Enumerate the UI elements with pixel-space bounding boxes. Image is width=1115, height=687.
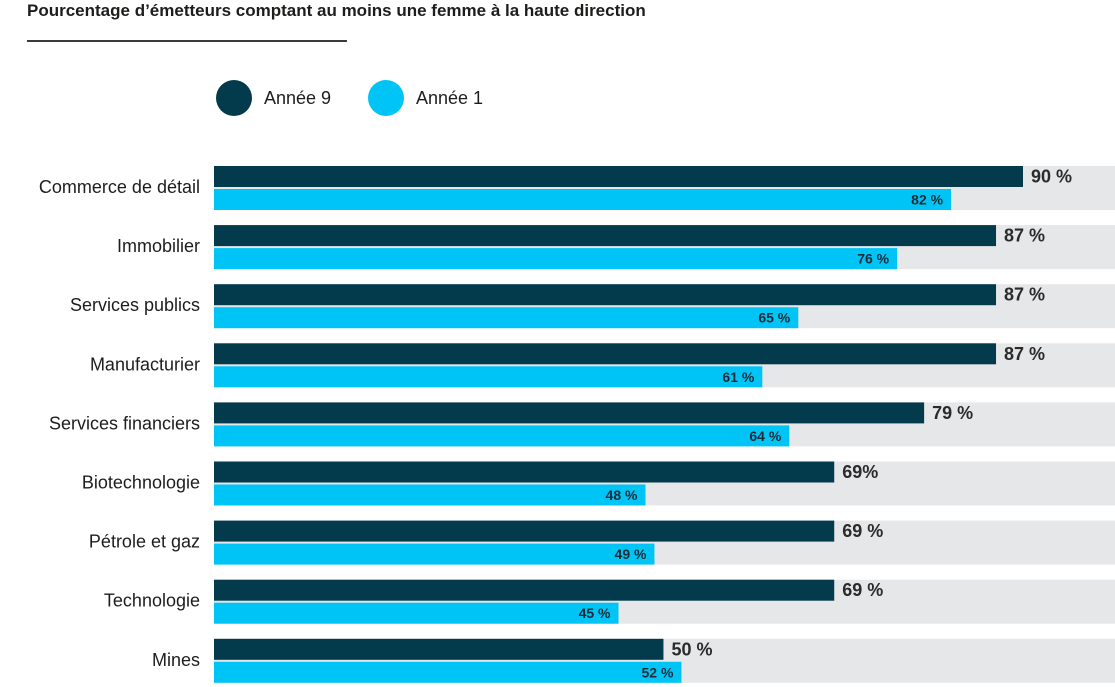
value-label-annee-1-3: 61 % (722, 369, 754, 385)
value-label-annee-9-3: 87 % (1004, 344, 1045, 364)
value-label-annee-1-2: 65 % (758, 310, 790, 326)
bar-annee-1-1 (214, 248, 898, 270)
bar-annee-9-5 (214, 461, 835, 483)
category-label-8: Mines (152, 650, 200, 670)
title-underline (27, 40, 347, 42)
value-label-annee-1-6: 49 % (615, 546, 647, 562)
legend-item-annee-1: Année 1 (368, 80, 483, 116)
category-label-6: Pétrole et gaz (89, 532, 200, 552)
value-label-annee-1-0: 82 % (911, 192, 943, 208)
legend-swatch-annee-1 (368, 80, 404, 116)
bar-annee-1-6 (214, 543, 655, 565)
bar-annee-1-8 (214, 661, 682, 683)
value-label-annee-9-1: 87 % (1004, 226, 1045, 246)
category-label-3: Manufacturier (90, 354, 200, 374)
value-label-annee-1-5: 48 % (606, 487, 638, 503)
category-label-2: Services publics (70, 295, 200, 315)
value-label-annee-9-5: 69% (842, 462, 878, 482)
category-label-4: Services financiers (49, 413, 200, 433)
value-label-annee-1-4: 64 % (749, 428, 781, 444)
bar-annee-9-2 (214, 284, 997, 306)
value-label-annee-1-8: 52 % (642, 664, 674, 680)
bar-annee-9-6 (214, 520, 835, 542)
legend-label-annee-9: Année 9 (264, 87, 332, 108)
category-label-0: Commerce de détail (39, 177, 200, 197)
bar-annee-1-4 (214, 425, 790, 447)
bar-annee-1-3 (214, 366, 763, 388)
bar-annee-1-5 (214, 484, 646, 506)
bar-annee-1-2 (214, 307, 799, 329)
chart-title: Pourcentage d’émetteurs comptant au moin… (27, 1, 646, 20)
bar-annee-9-1 (214, 225, 997, 247)
bar-annee-1-7 (214, 602, 619, 624)
bar-annee-9-3 (214, 343, 997, 365)
value-label-annee-9-2: 87 % (1004, 285, 1045, 305)
value-label-annee-9-6: 69 % (842, 521, 883, 541)
value-label-annee-9-0: 90 % (1031, 167, 1072, 187)
legend-label-annee-1: Année 1 (416, 87, 484, 108)
legend-item-annee-9: Année 9 (216, 80, 331, 116)
category-label-7: Technologie (104, 591, 200, 611)
value-label-annee-9-7: 69 % (842, 580, 883, 600)
legend-swatch-annee-9 (216, 80, 252, 116)
value-label-annee-1-1: 76 % (857, 251, 889, 267)
bar-annee-1-0 (214, 189, 952, 210)
value-label-annee-9-4: 79 % (932, 403, 973, 423)
bar-annee-9-4 (214, 402, 925, 424)
category-label-1: Immobilier (117, 236, 200, 256)
value-label-annee-9-8: 50 % (671, 639, 712, 659)
bar-annee-9-7 (214, 579, 835, 601)
category-label-5: Biotechnologie (82, 473, 200, 493)
bar-annee-9-0 (214, 166, 1023, 187)
value-label-annee-1-7: 45 % (579, 605, 611, 621)
bar-annee-9-8 (214, 638, 664, 660)
